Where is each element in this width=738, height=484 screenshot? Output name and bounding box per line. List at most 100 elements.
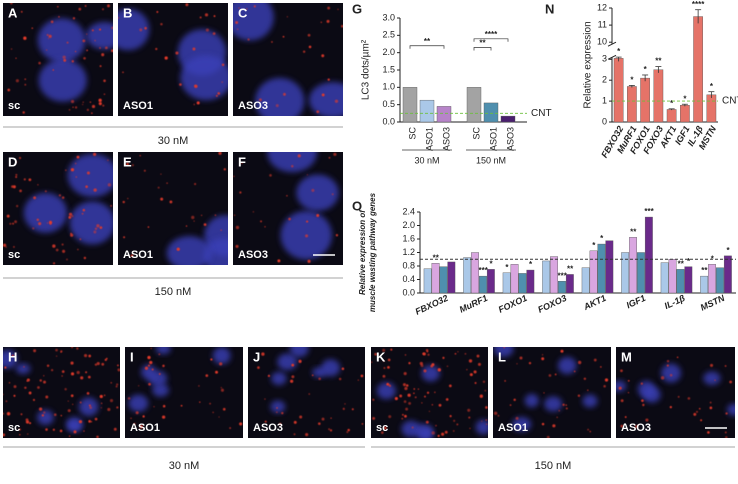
lc3-dot — [434, 391, 436, 394]
lc3-dot — [139, 28, 143, 32]
image-caption: ASO3 — [238, 249, 268, 261]
bar — [526, 269, 535, 294]
lc3-dot — [139, 425, 143, 429]
lc3-dot — [700, 419, 703, 422]
bar — [589, 250, 598, 294]
lc3-dot — [100, 402, 103, 405]
lc3-dot — [46, 222, 49, 224]
lc3-dot — [53, 413, 57, 417]
lc3-dot — [98, 98, 102, 103]
lc3-dot — [260, 220, 263, 223]
y-axis-label: Relative expression of — [358, 209, 367, 295]
y-tick-label: 3.0 — [382, 12, 395, 22]
lc3-dot — [198, 385, 200, 387]
lc3-dot — [220, 386, 223, 389]
lc3-dot — [546, 435, 550, 438]
lc3-dot — [220, 229, 222, 231]
lc3-dot — [444, 430, 448, 434]
lc3-dot — [94, 363, 98, 366]
lc3-dot — [637, 424, 639, 427]
nucleus — [180, 55, 228, 101]
micrograph: I ASO1 — [125, 347, 243, 438]
lc3-dot — [94, 39, 96, 42]
lc3-dot — [229, 427, 232, 430]
lc3-dot — [239, 191, 242, 194]
lc3-dot — [573, 370, 576, 373]
lc3-dot — [84, 5, 87, 7]
image-label: A — [8, 5, 18, 20]
lc3-dot — [308, 393, 311, 395]
nucleus — [512, 417, 532, 432]
lc3-dot — [519, 356, 523, 360]
lc3-dot — [26, 378, 30, 382]
lc3-dot — [74, 106, 78, 109]
lc3-dot — [156, 10, 159, 13]
lc3-dot — [161, 415, 166, 419]
bar — [700, 275, 709, 294]
micrograph: L ASO1 — [493, 347, 611, 438]
lc3-dot — [481, 420, 483, 422]
image-caption: ASO3 — [253, 422, 283, 434]
lc3-dot — [64, 388, 67, 391]
lc3-dot — [166, 182, 168, 184]
lc3-dot — [200, 214, 203, 216]
lc3-dot — [515, 416, 519, 420]
lc3-dot — [541, 422, 545, 426]
lc3-dot — [9, 222, 12, 225]
lc3-dot — [107, 4, 110, 8]
lc3-dot — [438, 403, 442, 407]
lc3-dot — [179, 83, 182, 86]
lc3-dot — [37, 386, 40, 389]
lc3-dot — [12, 185, 16, 189]
lc3-dot — [46, 34, 49, 37]
lc3-dot — [191, 215, 195, 220]
lc3-dot — [22, 111, 25, 114]
bar — [693, 16, 703, 123]
lc3-dot — [291, 164, 294, 168]
lc3-dot — [15, 57, 17, 59]
lc3-dot — [340, 24, 343, 28]
bar — [660, 262, 669, 294]
lc3-dot — [627, 379, 630, 382]
lc3-dot — [74, 162, 77, 165]
lc3-dot — [101, 362, 105, 366]
lc3-dot — [382, 374, 386, 378]
lc3-dot — [50, 20, 54, 24]
lc3-dot — [404, 414, 407, 418]
lc3-dot — [666, 359, 670, 363]
image-content — [3, 347, 120, 438]
lc3-dot — [86, 49, 89, 52]
image-content — [616, 356, 735, 438]
lc3-dot — [23, 366, 25, 368]
nucleus — [69, 201, 113, 245]
lc3-dot — [99, 65, 102, 68]
x-tick-label: MuRF1 — [458, 293, 489, 315]
lc3-dot — [264, 398, 266, 400]
lc3-dot — [126, 162, 129, 166]
image-caption: ASO1 — [130, 422, 160, 434]
lc3-dot — [401, 413, 404, 416]
lc3-dot — [88, 420, 92, 423]
lc3-dot — [306, 220, 309, 223]
lc3-dot — [122, 200, 125, 204]
lc3-dot — [477, 362, 481, 366]
bar — [629, 237, 637, 294]
nucleus — [212, 347, 231, 365]
x-tick-label: FOXO3 — [536, 293, 568, 315]
lc3-dot — [70, 168, 75, 172]
image-caption: ASO1 — [498, 422, 528, 434]
lc3-dot — [277, 259, 281, 263]
lc3-dot — [55, 348, 58, 352]
lc3-dot — [724, 365, 727, 367]
lc3-dot — [446, 365, 449, 368]
nucleus — [661, 363, 681, 383]
micrograph: M ASO3 — [616, 347, 735, 438]
lc3-dot — [38, 61, 41, 65]
lc3-dot — [341, 367, 345, 371]
lc3-dot — [82, 101, 84, 103]
lc3-dot — [6, 412, 11, 416]
lc3-dot — [82, 208, 86, 212]
lc3-dot — [634, 425, 638, 429]
image-content — [3, 152, 113, 265]
lc3-dot — [13, 385, 17, 389]
